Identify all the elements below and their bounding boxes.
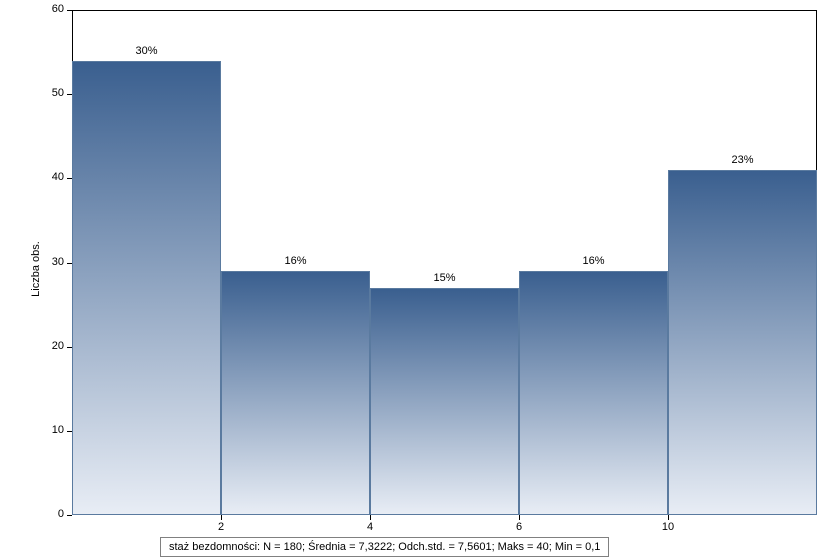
legend-text: staż bezdomności: N = 180; Średnia = 7,3… xyxy=(169,541,600,553)
histogram-bar xyxy=(519,271,668,515)
x-tick-mark xyxy=(221,515,222,520)
x-tick-label: 10 xyxy=(662,521,674,533)
y-axis-label: Liczba obs. xyxy=(30,241,42,297)
bar-percentage-label: 15% xyxy=(433,272,455,284)
histogram-bar xyxy=(221,271,370,515)
histogram-bar xyxy=(72,61,221,516)
x-tick-label: 4 xyxy=(367,521,373,533)
y-tick-label: 20 xyxy=(24,340,64,352)
x-tick-mark xyxy=(519,515,520,520)
legend-stats: staż bezdomności: N = 180; Średnia = 7,3… xyxy=(160,537,609,557)
x-tick-label: 6 xyxy=(516,521,522,533)
y-tick-mark xyxy=(67,515,72,516)
y-tick-label: 40 xyxy=(24,171,64,183)
y-tick-label: 0 xyxy=(24,508,64,520)
bar-percentage-label: 16% xyxy=(582,255,604,267)
x-tick-mark xyxy=(668,515,669,520)
y-tick-label: 30 xyxy=(24,256,64,268)
x-tick-label: 2 xyxy=(218,521,224,533)
bar-percentage-label: 30% xyxy=(135,45,157,57)
bar-percentage-label: 16% xyxy=(284,255,306,267)
histogram-bar xyxy=(668,170,817,515)
y-tick-label: 10 xyxy=(24,424,64,436)
y-tick-mark xyxy=(67,10,72,11)
y-tick-label: 60 xyxy=(24,3,64,15)
chart-container: Liczba obs. 0 10 20 30 40 50 60 2 4 6 10 30% 16% 15%… xyxy=(0,0,829,553)
y-tick-label: 50 xyxy=(24,87,64,99)
x-tick-mark xyxy=(370,515,371,520)
bar-percentage-label: 23% xyxy=(731,154,753,166)
histogram-bar xyxy=(370,288,519,515)
